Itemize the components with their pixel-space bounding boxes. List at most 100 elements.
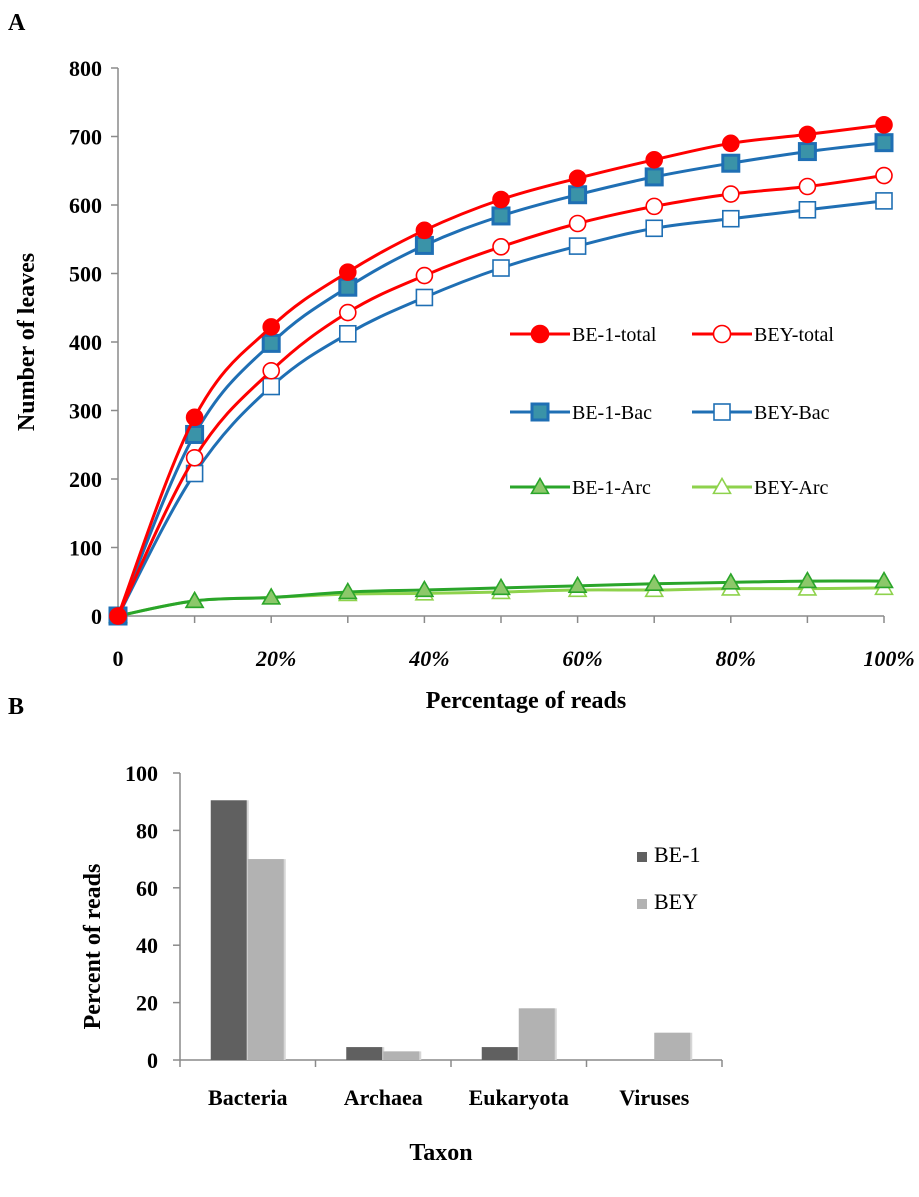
series-BEY-total	[109, 166, 893, 625]
bar-chart-y-axis-title: Percent of reads	[80, 864, 106, 1030]
series-BE-1-total	[109, 116, 893, 625]
y-tick-label: 600	[69, 193, 102, 218]
data-point	[797, 142, 817, 162]
line-chart: 0 100 200 300 400 500 600 700 800 0 20% 40% 60% 80% 1…	[14, 56, 915, 714]
legend-marker	[713, 403, 731, 421]
y-tick-label: 500	[69, 262, 102, 287]
data-point	[261, 333, 281, 353]
legend-swatch	[637, 852, 647, 862]
data-point	[414, 235, 434, 255]
legend-label: BE-1-Arc	[572, 477, 651, 499]
data-point	[567, 575, 588, 594]
data-point	[568, 169, 587, 188]
x-tick-label: 80%	[716, 646, 756, 671]
data-point	[720, 572, 741, 590]
data-point	[645, 197, 664, 216]
data-point	[721, 153, 741, 173]
data-point	[568, 214, 587, 233]
bar-chart-bars	[210, 800, 691, 1060]
y-tick-label: 0	[147, 1048, 158, 1073]
data-point	[262, 361, 281, 380]
x-tick-label: Bacteria	[208, 1085, 287, 1110]
y-tick-label: 200	[69, 467, 102, 492]
x-tick-label: Eukaryota	[469, 1085, 569, 1110]
bar-BE-1-bacteria	[210, 800, 247, 1060]
legend-marker	[712, 324, 732, 344]
y-tick-label: 0	[91, 604, 102, 629]
series-line	[116, 174, 885, 617]
data-point	[875, 116, 893, 134]
data-point	[338, 303, 357, 322]
x-tick-label: 60%	[562, 646, 602, 671]
x-tick-label: Archaea	[344, 1085, 423, 1110]
y-tick-label: 40	[136, 933, 158, 958]
data-point	[492, 237, 510, 256]
y-tick-label: 800	[69, 56, 102, 81]
line-chart-x-axis-title: Percentage of reads	[426, 688, 626, 714]
data-point	[798, 125, 817, 144]
legend-marker	[712, 476, 732, 495]
legend-label: BEY	[654, 889, 698, 914]
data-point	[875, 192, 893, 210]
data-point	[262, 318, 281, 336]
data-point	[645, 219, 664, 238]
data-point	[415, 266, 434, 285]
y-tick-label: 400	[69, 330, 102, 355]
legend-marker	[530, 324, 550, 344]
data-point	[414, 579, 435, 598]
y-tick-label: 300	[69, 399, 102, 424]
legend-label: BEY-Arc	[754, 477, 829, 499]
y-tick-label: 60	[136, 876, 158, 901]
data-point	[798, 177, 817, 196]
data-point	[261, 587, 282, 605]
bar-BE-1-archaea	[346, 1047, 383, 1060]
y-tick-label: 80	[136, 818, 158, 843]
bar-BEY-bacteria	[247, 859, 284, 1060]
legend-item: BE-1-Arc	[510, 476, 651, 499]
legend-label: BEY-total	[754, 324, 834, 346]
data-point	[721, 209, 740, 228]
bar-chart-x-ticks: Bacteria Archaea Eukaryota Viruses	[179, 1060, 723, 1110]
data-point	[797, 570, 818, 589]
data-point	[644, 573, 665, 591]
legend-label: BE-1-total	[572, 324, 657, 346]
legend-swatch	[637, 899, 647, 909]
data-point	[568, 237, 587, 255]
line-chart-legend: BE-1-total BEY-total BE-1-Bac BEY-Bac BE-1-A…	[510, 324, 834, 499]
x-tick-label: 20%	[255, 646, 296, 671]
data-point	[185, 448, 204, 467]
bar-BE-1-eukaryota	[481, 1047, 518, 1060]
legend-item: BEY-Arc	[692, 476, 829, 499]
data-point	[875, 166, 893, 185]
data-point	[262, 377, 281, 396]
legend-item: BE-1-Bac	[510, 402, 652, 424]
legend-label: BE-1	[654, 842, 700, 867]
bar-chart-y-ticks: 0 20 40 60 80 100	[125, 761, 180, 1073]
data-point	[184, 590, 205, 609]
y-tick-label: 700	[69, 125, 102, 150]
data-point	[798, 200, 817, 219]
data-point	[338, 277, 358, 297]
data-point	[721, 134, 740, 153]
data-point	[721, 185, 740, 203]
y-tick-label: 100	[69, 536, 102, 561]
data-point	[491, 577, 511, 596]
series-line	[116, 199, 885, 617]
y-tick-label: 20	[136, 991, 158, 1016]
data-point	[645, 150, 664, 169]
line-chart-y-axis-title: Number of leaves	[14, 253, 40, 431]
line-chart-y-ticks: 0 100 200 300 400 500 600 700 800	[69, 56, 118, 629]
x-tick-label: Viruses	[619, 1085, 690, 1110]
legend-marker	[530, 476, 550, 495]
x-tick-label: 100%	[863, 646, 914, 671]
data-point	[338, 324, 357, 343]
data-point	[874, 133, 894, 153]
x-tick-label: 0	[113, 646, 124, 671]
bar-chart: 0 20 40 60 80 100 Bacteria Archaea Eukaryota Vir…	[80, 761, 723, 1166]
data-point	[492, 190, 510, 209]
data-point	[568, 185, 588, 205]
data-point	[337, 581, 358, 600]
y-tick-label: 100	[125, 761, 158, 786]
legend-item: BEY	[637, 889, 698, 914]
